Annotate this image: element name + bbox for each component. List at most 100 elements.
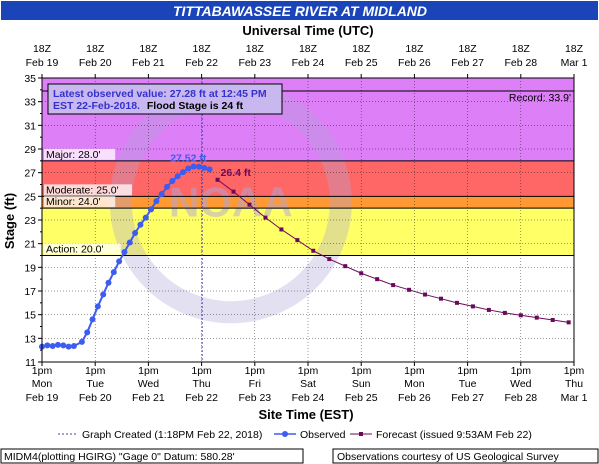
crest-forecast-label: 26.4 ft [221,167,252,179]
threshold-label-minor: Minor: 24.0' [46,196,101,208]
bottom-tick-label-time: 1pm [138,365,159,377]
forecast-point [470,304,475,309]
legend-graph-created: Graph Created (1:18PM Feb 22, 2018) [82,429,262,441]
bottom-tick-label-time: 1pm [457,365,478,377]
observed-point [137,221,144,228]
bottom-tick-label-time: 1pm [32,365,53,377]
observed-point [121,248,128,255]
top-tick-label-time: 18Z [246,43,265,55]
datum-box [0,448,304,464]
bottom-tick-label-date: Feb 28 [504,392,537,404]
threshold-label-moderate: Moderate: 25.0' [46,184,119,196]
observed-point [153,198,160,205]
forecast-point [295,238,300,243]
observed-point [60,342,67,349]
bottom-tick-label-time: 1pm [511,365,532,377]
legend-observed: Observed [300,429,346,441]
observed-point [190,163,197,170]
top-tick-label-date: Feb 22 [185,57,218,69]
threshold-label-action: Action: 20.0' [46,244,103,256]
top-axis-title: Universal Time (UTC) [242,23,373,38]
threshold-label-bg [44,243,121,255]
observed-point [158,190,165,197]
bottom-tick-label-day: Tue [459,378,477,390]
bottom-tick-label-date: Feb 22 [185,392,218,404]
crest-observed-label: 27.52 ft [170,153,207,165]
forecast-point [215,177,220,182]
observed-legend-marker [282,431,288,437]
observed-point [201,164,208,171]
bottom-tick-label-date: Feb 20 [79,392,112,404]
threshold-label-major: Major: 28.0' [46,149,101,161]
x-axis-label: Site Time (EST) [258,407,353,422]
bottom-tick-label-date: Feb 21 [132,392,165,404]
bottom-tick-label-day: Fri [249,378,261,390]
y-tick-label: 17 [24,286,36,298]
threshold-label-bg [44,148,116,160]
y-tick-label: 13 [24,333,36,345]
bottom-tick-label-time: 1pm [85,365,106,377]
bottom-tick-label-time: 1pm [298,365,319,377]
observed-point [84,329,91,336]
y-tick-label: 25 [24,191,36,203]
top-tick-label-time: 18Z [86,43,105,55]
moderate-band [42,196,574,209]
top-tick-label-date: Feb 23 [238,57,271,69]
bottom-tick-label-day: Mon [404,378,425,390]
forecast-point [534,315,539,320]
bottom-tick-label-date: Feb 26 [398,392,431,404]
forecast-point [247,202,252,207]
top-tick-label-time: 18Z [299,43,318,55]
svg-text:EST 22-Feb-2018. Flood S: EST 22-Feb-2018. Flood Stage is 24 ft [53,100,244,112]
observed-point [89,316,96,323]
y-tick-label: 35 [24,73,36,85]
observed-point [65,343,72,350]
observed-point [54,341,61,348]
y-axis-label: Stage (ft) [2,193,17,249]
forecast-point [375,277,380,282]
forecast-point [407,287,412,292]
bottom-tick-label-day: Thu [193,378,211,390]
forecast-point [263,215,268,220]
legend-forecast: Forecast (issued 9:53AM Feb 22) [376,429,532,441]
observed-point [206,166,213,173]
forecast-point [391,283,396,288]
bottom-tick-label-date: Feb 27 [451,392,484,404]
top-tick-label-date: Feb 28 [504,57,537,69]
observed-point [110,269,117,276]
y-tick-label: 29 [24,144,36,156]
forecast-point [359,271,364,276]
latest-value-box: Latest observed value: 27.28 ft at 12:45… [47,83,283,115]
noaa-watermark-text: NOAA [169,178,293,225]
observed-point [169,177,176,184]
forecast-point [502,310,507,315]
bottom-tick-label-day: Mon [32,378,53,390]
y-tick-label: 15 [24,310,36,322]
observed-point [179,169,186,176]
top-tick-label-date: Mar 1 [561,57,588,69]
forecast-point [343,264,348,269]
observed-point [70,343,77,350]
datum-text: MIDM4(plotting HGIRG) "Gage 0" Datum: 58… [4,451,235,463]
forecast-point [311,248,316,253]
forecast-point [550,317,555,322]
forecast-point [327,257,332,262]
forecast-point [279,227,284,232]
top-tick-label-time: 18Z [139,43,158,55]
top-tick-label-time: 18Z [459,43,478,55]
bottom-tick-label-day: Wed [510,378,532,390]
record-label: Record: 33.9' [509,92,571,104]
chart-title: TITTABAWASSEE RIVER AT MIDLAND [173,3,427,19]
observed-point [185,165,192,172]
title-bar [1,1,598,20]
bottom-tick-label-date: Feb 19 [26,392,59,404]
bottom-tick-label-date: Mar 1 [561,392,588,404]
observed-point [49,343,56,350]
y-tick-label: 19 [24,262,36,274]
top-tick-label-date: Feb 27 [451,57,484,69]
top-tick-label-date: Feb 21 [132,57,165,69]
bottom-tick-label-date: Feb 23 [238,392,271,404]
forecast-point [486,307,491,312]
bottom-tick-label-time: 1pm [245,365,266,377]
